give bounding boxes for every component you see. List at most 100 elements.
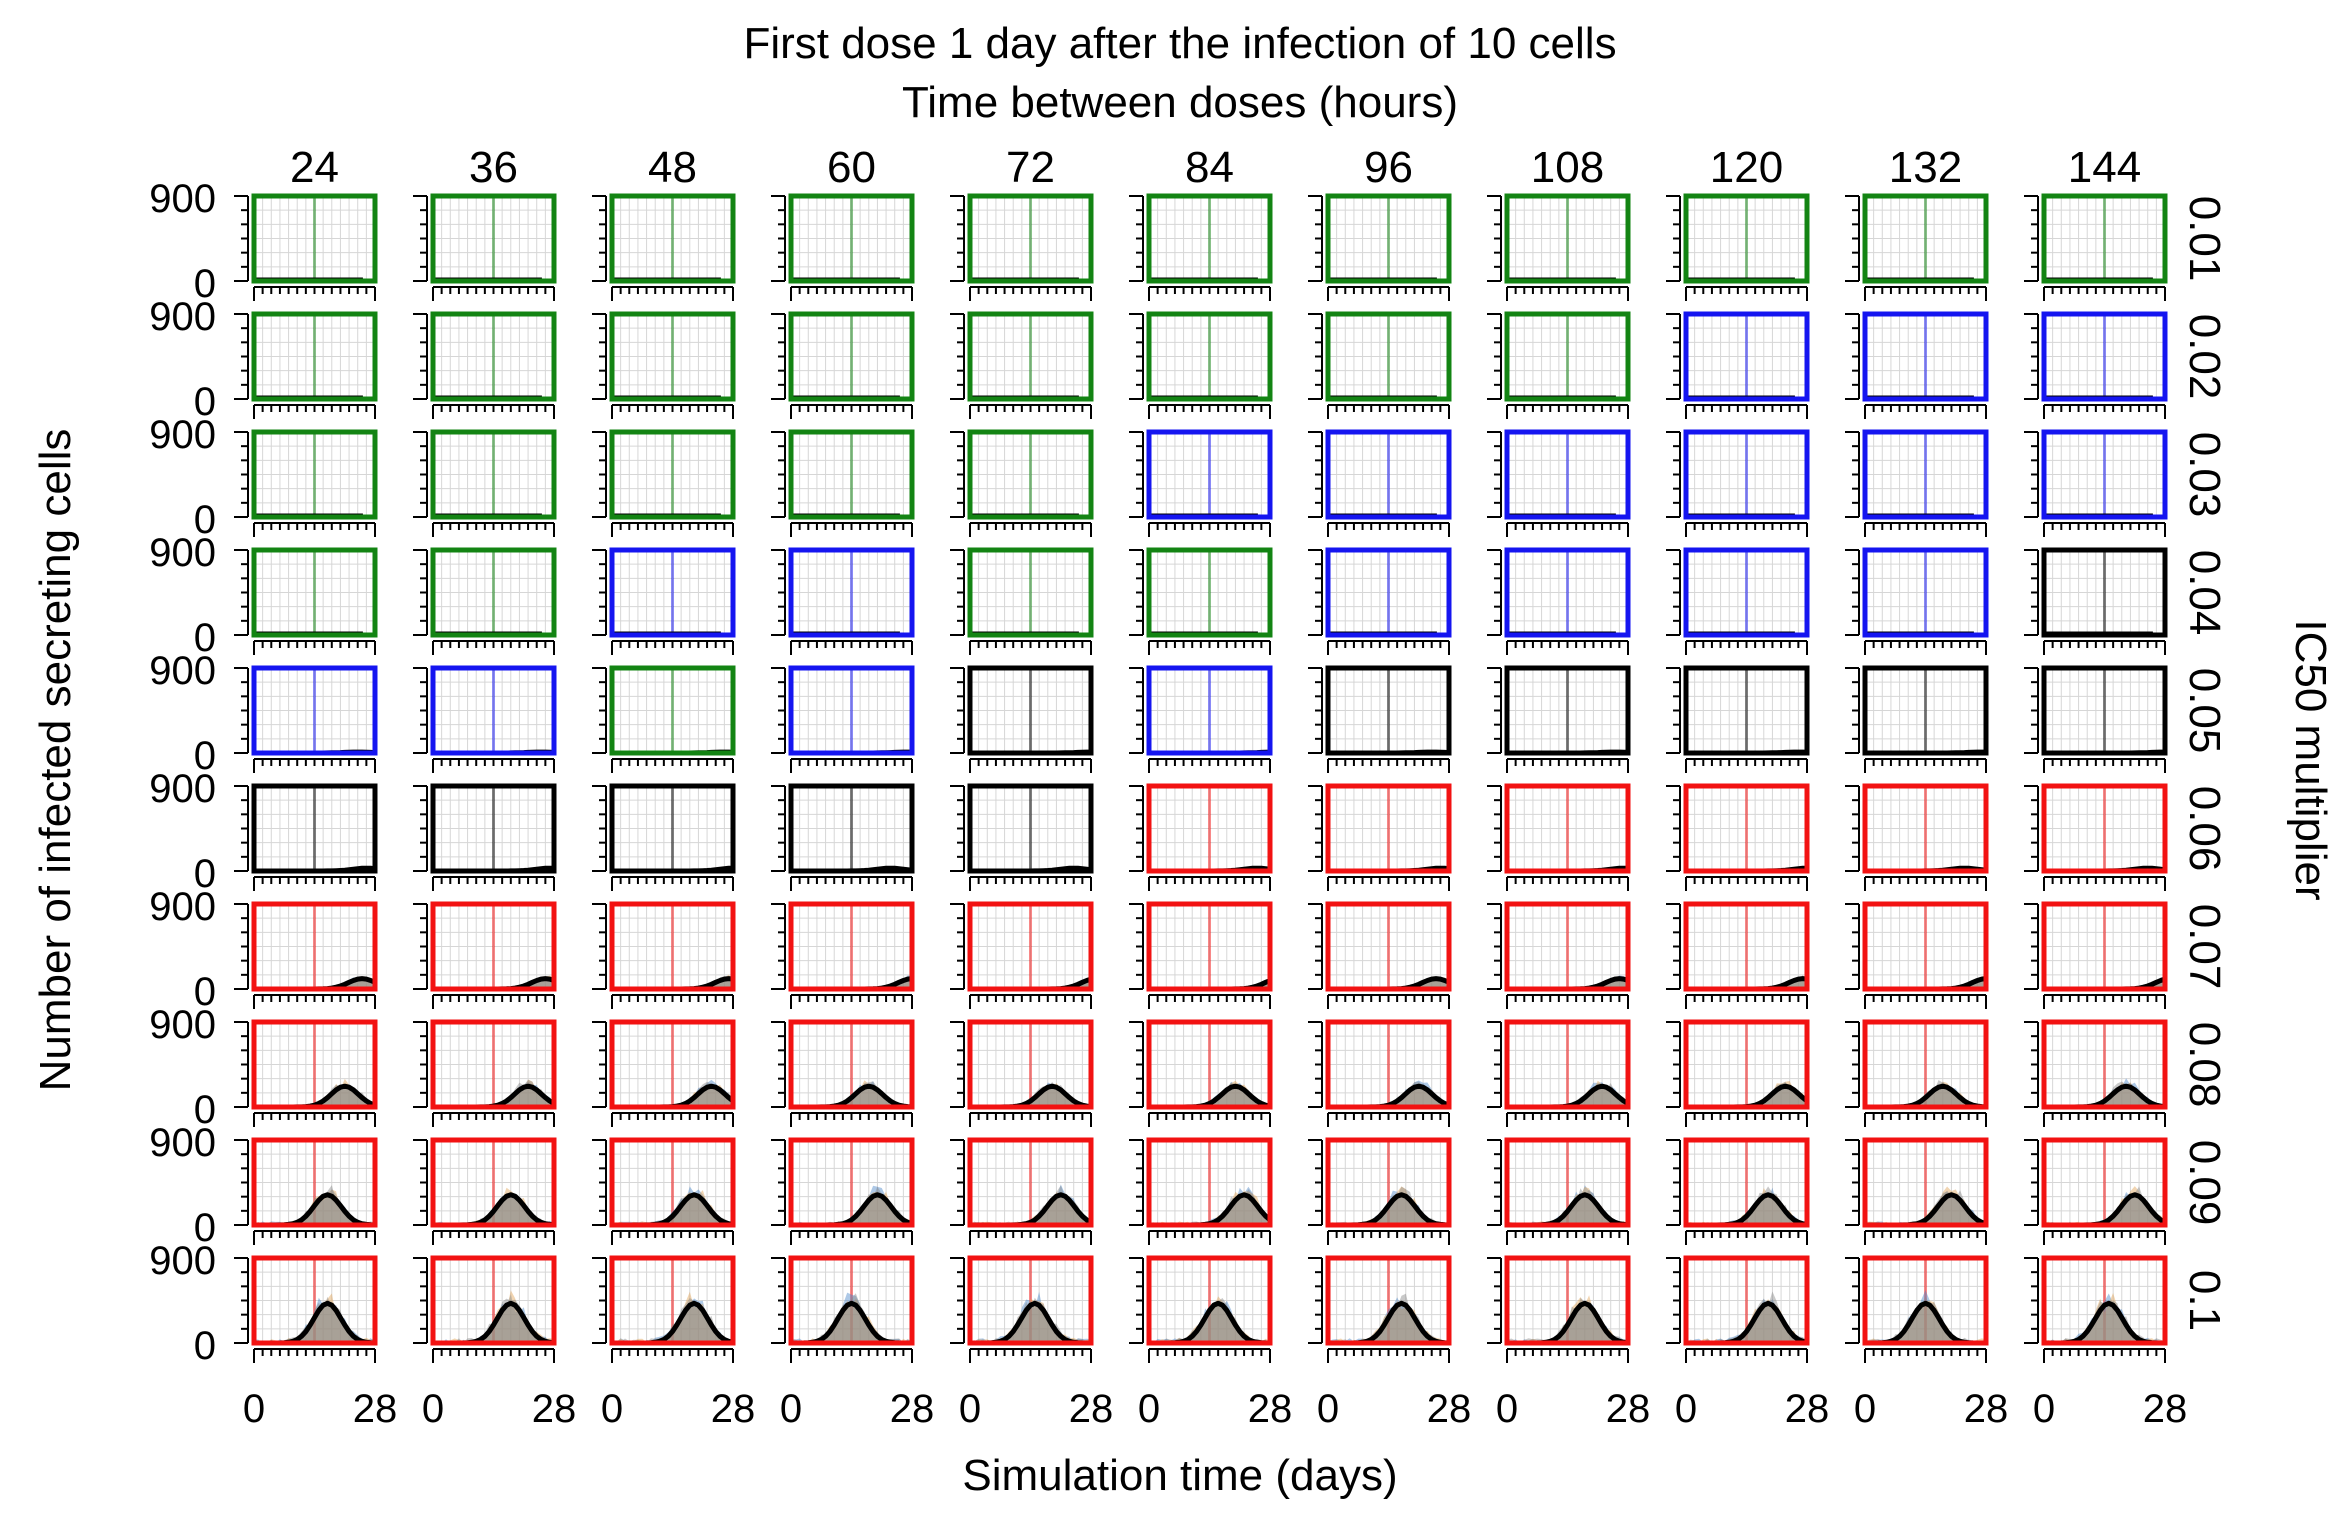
panel-frame-0.02-24 — [251, 311, 378, 402]
panel-frame-0.09-36 — [430, 1137, 557, 1228]
x-tick-label-end: 28 — [1427, 1387, 1472, 1431]
panel-frame-0.02-36 — [430, 311, 557, 402]
panel-frame-0.08-120 — [1683, 1019, 1810, 1110]
panel-frame-0.09-120 — [1683, 1137, 1810, 1228]
series-replicate-B — [612, 1084, 733, 1107]
panel-frame-0.01-24 — [251, 193, 378, 284]
x-tick-label-end: 28 — [1785, 1387, 1830, 1431]
series-replicate-B — [1865, 1081, 1986, 1107]
panel-frame-0.02-84 — [1146, 311, 1273, 402]
column-label-132: 132 — [1889, 143, 1962, 192]
row-label-0.04: 0.04 — [2180, 550, 2229, 636]
y-tick-label-top: 900 — [149, 531, 216, 575]
panel-frame-0.07-96 — [1325, 901, 1452, 992]
series-replicate-A — [2044, 1192, 2165, 1225]
panel-frame-0.1-60 — [788, 1255, 915, 1346]
panel-frame-0.06-36 — [430, 783, 557, 874]
series-replicate-C — [1865, 1080, 1986, 1107]
x-tick-label-end: 28 — [532, 1387, 577, 1431]
panel-frame-0.03-96 — [1325, 429, 1452, 520]
panel-frame-0.1-72 — [967, 1255, 1094, 1346]
row-label-0.07: 0.07 — [2180, 904, 2229, 990]
column-label-96: 96 — [1364, 143, 1413, 192]
panel-frame-0.09-132 — [1862, 1137, 1989, 1228]
y-tick-label-top: 900 — [149, 1003, 216, 1047]
panel-frame-0.04-84 — [1146, 547, 1273, 638]
series-replicate-A — [1507, 1185, 1628, 1225]
column-label-108: 108 — [1531, 143, 1604, 192]
panel-frame-0.04-48 — [609, 547, 736, 638]
series-replicate-C — [970, 1297, 1091, 1343]
y-axis-label: Number of infected secreting cells — [31, 429, 80, 1092]
series-replicate-C — [612, 1298, 733, 1343]
panel-frame-0.02-132 — [1862, 311, 1989, 402]
panel-frame-0.08-60 — [788, 1019, 915, 1110]
panel-frame-0.06-84 — [1146, 783, 1273, 874]
column-label-24: 24 — [290, 143, 339, 192]
panel-frame-0.08-108 — [1504, 1019, 1631, 1110]
panel-frame-0.05-72 — [967, 665, 1094, 756]
panel-frame-0.05-108 — [1504, 665, 1631, 756]
panel-frame-0.09-48 — [609, 1137, 736, 1228]
y-tick-label-top: 900 — [149, 1121, 216, 1165]
series-replicate-B — [1328, 1083, 1449, 1107]
panel-frame-0.04-96 — [1325, 547, 1452, 638]
panel-frame-0.05-132 — [1862, 665, 1989, 756]
x-tick-label-end: 28 — [711, 1387, 756, 1431]
series-replicate-A — [1686, 1187, 1807, 1225]
y-tick-label-bottom: 0 — [194, 970, 216, 1014]
x-tick-label-start: 0 — [1675, 1387, 1697, 1431]
y-tick-label-bottom: 0 — [194, 1206, 216, 1250]
y-tick-label-top: 900 — [149, 413, 216, 457]
x-axis-label: Simulation time (days) — [962, 1451, 1397, 1500]
panel-frame-0.03-24 — [251, 429, 378, 520]
panel-frame-0.02-48 — [609, 311, 736, 402]
panel-frame-0.07-108 — [1504, 901, 1631, 992]
panel-frame-0.06-60 — [788, 783, 915, 874]
panel-frame-0.03-108 — [1504, 429, 1631, 520]
row-label-0.01: 0.01 — [2180, 196, 2229, 282]
panel-frame-0.1-24 — [251, 1255, 378, 1346]
panel-frame-0.01-48 — [609, 193, 736, 284]
series-replicate-A — [612, 1186, 733, 1225]
panel-frame-0.01-84 — [1146, 193, 1273, 284]
panel-frame-0.05-144 — [2041, 665, 2168, 756]
panel-frame-0.04-72 — [967, 547, 1094, 638]
y-tick-label-bottom: 0 — [194, 734, 216, 778]
column-label-36: 36 — [469, 143, 518, 192]
panel-frame-0.05-120 — [1683, 665, 1810, 756]
panel-frame-0.05-48 — [609, 665, 736, 756]
series-replicate-A — [612, 1079, 733, 1107]
panel-frame-0.05-36 — [430, 665, 557, 756]
panel-frame-0.02-120 — [1683, 311, 1810, 402]
panel-frame-0.02-72 — [967, 311, 1094, 402]
panel-frame-0.08-132 — [1862, 1019, 1989, 1110]
panel-frame-0.07-36 — [430, 901, 557, 992]
panel-frame-0.07-84 — [1146, 901, 1273, 992]
panel-frame-0.01-108 — [1504, 193, 1631, 284]
series-replicate-A — [791, 1292, 912, 1343]
panel-frame-0.1-36 — [430, 1255, 557, 1346]
panel-frame-0.02-96 — [1325, 311, 1452, 402]
panel-frame-0.1-48 — [609, 1255, 736, 1346]
y-tick-label-bottom: 0 — [194, 498, 216, 542]
panel-frame-0.08-84 — [1146, 1019, 1273, 1110]
series-replicate-A — [1865, 1191, 1986, 1225]
panel-frame-0.06-144 — [2041, 783, 2168, 874]
panel-frame-0.07-48 — [609, 901, 736, 992]
panel-frame-0.05-24 — [251, 665, 378, 756]
x-tick-label-start: 0 — [601, 1387, 623, 1431]
series-replicate-C — [433, 1298, 554, 1343]
series-replicate-C — [1507, 1188, 1628, 1225]
series-replicate-A — [791, 1081, 912, 1107]
panel-frame-0.05-84 — [1146, 665, 1273, 756]
x-tick-label-end: 28 — [1606, 1387, 1651, 1431]
panel-frame-0.01-72 — [967, 193, 1094, 284]
panel-frame-0.08-72 — [967, 1019, 1094, 1110]
panel-frame-0.1-84 — [1146, 1255, 1273, 1346]
x-tick-label-end: 28 — [1069, 1387, 1114, 1431]
column-label-144: 144 — [2068, 143, 2141, 192]
title-line1: First dose 1 day after the infection of … — [743, 19, 1616, 68]
x-tick-label-start: 0 — [1138, 1387, 1160, 1431]
